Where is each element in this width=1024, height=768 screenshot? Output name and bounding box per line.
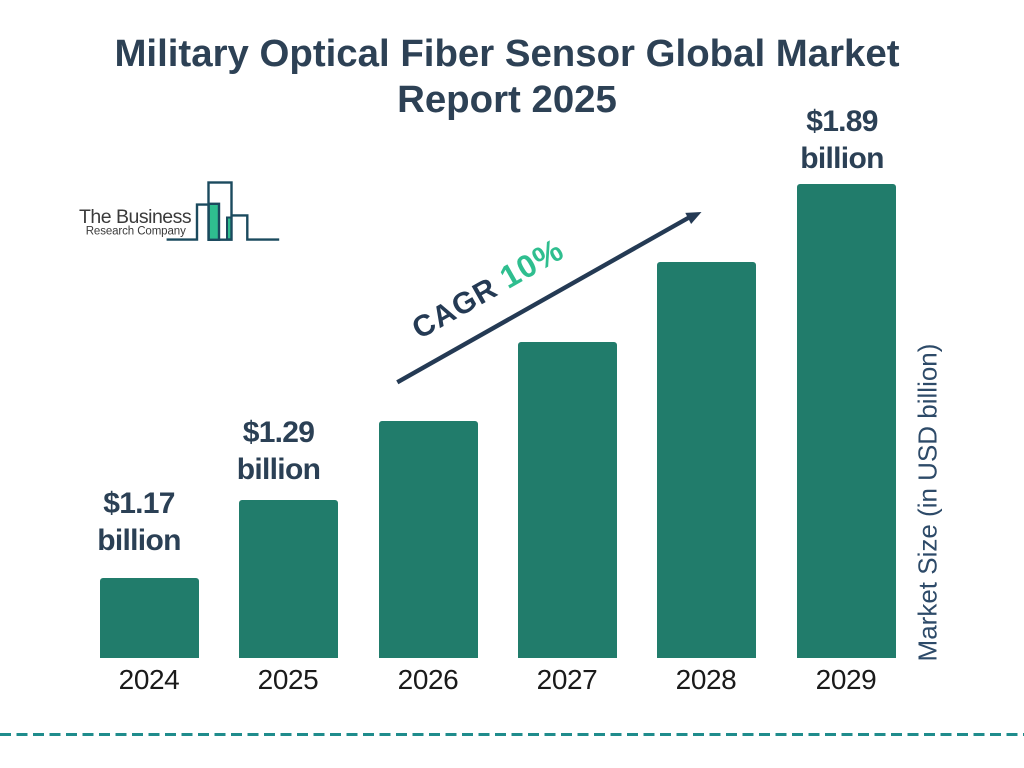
svg-text:CAGR 10%: CAGR 10%: [405, 231, 569, 346]
svg-text:The Business: The Business: [79, 206, 192, 228]
svg-text:Research Company: Research Company: [86, 226, 186, 238]
